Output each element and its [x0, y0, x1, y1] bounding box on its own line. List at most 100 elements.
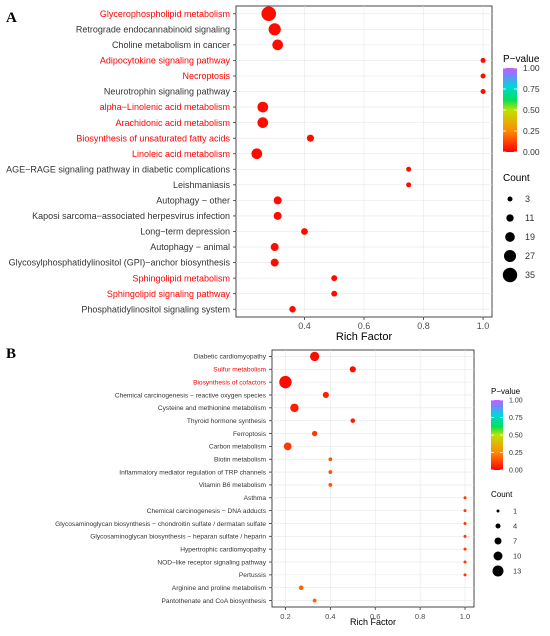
y-tick-label: NOD−like receptor signaling pathway [157, 559, 266, 566]
color-bar-label: 1.00 [523, 63, 540, 73]
x-tick-label: 0.6 [370, 612, 380, 621]
y-tick-label: Vitamin B6 metabolism [199, 482, 267, 489]
data-point [328, 470, 333, 474]
data-point [463, 560, 467, 564]
data-point [272, 39, 284, 51]
data-point [289, 305, 296, 313]
x-tick-label: 1.0 [477, 321, 490, 331]
size-legend-key [494, 537, 502, 545]
size-legend-key [493, 551, 503, 561]
size-legend-label: 27 [525, 251, 535, 261]
data-point [480, 89, 486, 95]
y-tick-label: Neurotrophin signaling pathway [104, 87, 231, 97]
color-bar [503, 68, 517, 152]
y-tick-label: Pertussis [239, 572, 267, 579]
size-legend-label: 13 [513, 567, 521, 576]
y-tick-label: Autophagy − animal [150, 242, 230, 252]
y-tick-label: Arachidonic acid metabolism [115, 118, 230, 128]
size-legend-key [495, 523, 501, 529]
size-legend-key [496, 509, 500, 513]
y-tick-label: Long−term depression [140, 227, 230, 237]
size-legend-key [492, 565, 504, 577]
x-tick-label: 0.2 [280, 612, 290, 621]
y-tick-label: Hypertrophic cardiomyopathy [180, 546, 266, 553]
size-legend-label: 1 [513, 507, 517, 516]
color-bar-label: 0.00 [509, 467, 523, 474]
size-legend-key [505, 232, 515, 242]
x-tick-label: 0.4 [325, 612, 335, 621]
data-point [463, 521, 467, 525]
y-tick-label: Adipocytokine signaling pathway [100, 56, 231, 66]
y-tick-label: Sphingolipid signaling pathway [107, 289, 231, 299]
y-tick-label: Choline metabolism in cancer [112, 40, 230, 50]
x-tick-label: 0.4 [298, 321, 311, 331]
x-tick-label: 0.6 [358, 321, 371, 331]
data-point [306, 134, 314, 142]
data-point [463, 509, 467, 513]
data-point [328, 483, 333, 487]
y-tick-label: Biosynthesis of unsaturated fatty acids [76, 133, 230, 143]
color-bar-label: 0.50 [509, 432, 523, 439]
color-bar-label: 1.00 [509, 397, 523, 404]
y-tick-label: Glycerophospholipid metabolism [100, 9, 230, 19]
data-point [273, 211, 282, 220]
y-tick-label: Chemical carcinogenesis − reactive oxyge… [115, 392, 267, 399]
y-tick-label: alpha−Linolenic acid metabolism [100, 102, 230, 112]
data-point [463, 534, 467, 538]
color-legend-title: P−value [491, 387, 521, 396]
data-point [257, 101, 269, 113]
panel-letter: A [6, 10, 17, 26]
size-legend-label: 35 [525, 270, 535, 280]
x-tick-label: 0.8 [417, 321, 430, 331]
y-tick-label: Retrograde endocannabinoid signaling [76, 24, 230, 34]
y-tick-label: Diabetic cardiomyopathy [194, 354, 267, 361]
size-legend-key [506, 214, 514, 222]
y-tick-label: Sphingolipid metabolism [132, 273, 230, 283]
data-point [463, 547, 467, 551]
y-tick-label: Biosynthesis of cofactors [193, 379, 267, 386]
x-axis-label: Rich Factor [350, 617, 396, 627]
y-tick-label: Phosphatidylinositol signaling system [81, 304, 230, 314]
y-tick-label: Glycosylphosphatidylinositol (GPI)−ancho… [9, 258, 231, 268]
y-tick-label: Chemical carcinogenesis − DNA adducts [147, 508, 267, 515]
size-legend-label: 3 [525, 194, 530, 204]
y-tick-label: Cysteine and methionine metabolism [158, 405, 267, 412]
y-tick-label: Asthma [244, 495, 267, 502]
size-legend-title: Count [491, 490, 513, 499]
data-point [268, 23, 281, 36]
size-legend-label: 19 [525, 232, 535, 242]
data-point [312, 598, 317, 603]
y-tick-label: Glycosaminoglycan biosynthesis − heparan… [90, 534, 266, 541]
color-legend-title: P−value [503, 54, 540, 65]
size-legend-label: 4 [513, 522, 517, 531]
y-tick-label: Kaposi sarcoma−associated herpesvirus in… [32, 211, 230, 221]
data-point [480, 57, 486, 63]
y-tick-label: Autophagy − other [156, 196, 230, 206]
x-tick-label: 1.0 [460, 612, 470, 621]
size-legend-key [507, 196, 513, 202]
panel-b: B 0.2 0.4 0.6 0.8 1.0 Diabetic cardiomyopathy S… [6, 346, 523, 627]
data-point [311, 430, 318, 437]
color-bar-label: 0.75 [509, 415, 523, 422]
data-point [279, 375, 292, 389]
size-legend-key [503, 249, 517, 263]
size-legend-label: 11 [525, 213, 534, 223]
data-point [350, 418, 356, 423]
y-tick-label: Arginine and proline metabolism [172, 585, 267, 592]
data-point [480, 73, 486, 79]
x-axis-label: Rich Factor [336, 331, 393, 343]
color-bar-label: 0.25 [509, 450, 523, 457]
color-bar-label: 0.75 [523, 84, 540, 94]
color-bar-label: 0.00 [523, 147, 540, 157]
y-tick-label: Sulfur metabolism [213, 367, 266, 374]
y-tick-label: AGE−RAGE signaling pathway in diabetic c… [6, 164, 230, 174]
data-point [290, 403, 299, 413]
data-point [251, 148, 263, 160]
data-point [257, 117, 269, 128]
data-point [310, 351, 320, 362]
size-legend-key [502, 267, 518, 283]
data-point [349, 366, 356, 373]
color-bar-label: 0.50 [523, 105, 540, 115]
size-legend-title: Count [503, 173, 530, 184]
data-point [463, 573, 467, 577]
